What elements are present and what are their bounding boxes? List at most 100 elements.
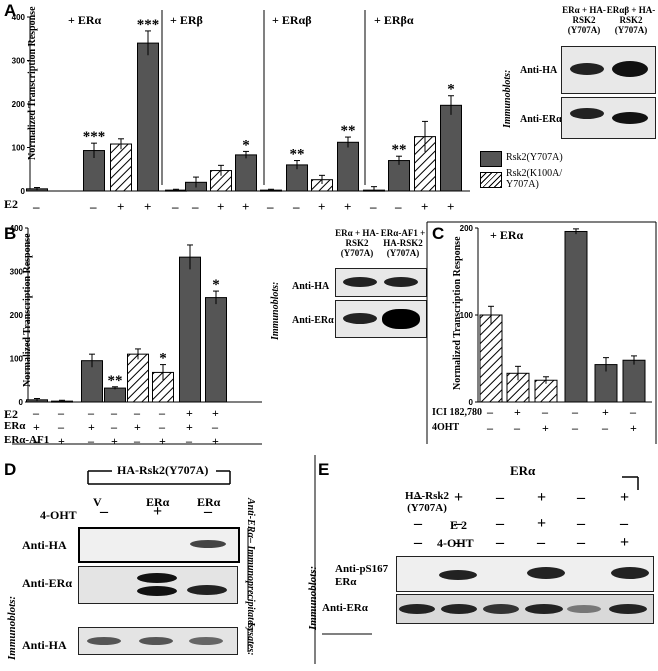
y-tick-label: 400 — [12, 13, 26, 22]
panel-d-4oht-1: – — [100, 503, 108, 520]
y-tick-label: 100 — [12, 144, 26, 153]
panel-e-blot-era — [396, 594, 654, 624]
panel-d-letter: D — [4, 460, 17, 479]
b-af1-cell: + — [111, 434, 118, 448]
y-tick-label: 300 — [10, 268, 24, 277]
e2-row-cell: – — [33, 199, 40, 214]
bar — [479, 314, 503, 403]
blot-band — [483, 604, 519, 614]
panel-d-col-1: V — [93, 495, 102, 509]
c-4oht-cell: + — [630, 421, 637, 435]
c-ici-cell: – — [630, 405, 636, 419]
blot-band — [399, 604, 435, 614]
e-rsk-cell: – — [496, 489, 504, 506]
b-e2-cell: – — [111, 406, 117, 420]
blot-band — [190, 540, 226, 548]
e2-row-cell: + — [217, 199, 225, 214]
b-era-cell: + — [134, 420, 141, 434]
panel-e-blot-ps167 — [396, 556, 654, 592]
e-rsk-cell: + — [620, 489, 630, 506]
e2-row-cell: – — [267, 199, 274, 214]
e2-row-cell: + — [318, 199, 326, 214]
b-af1-cell: – — [33, 434, 39, 448]
significance-mark: ** — [108, 373, 123, 389]
e-rsk-cell: – — [577, 489, 585, 506]
y-tick-label: 0 — [469, 398, 474, 407]
c-4oht-cell: – — [487, 421, 493, 435]
panel-e-row-4oht: 4-OHT — [437, 536, 474, 550]
panel-d-4oht-label: 4-OHT — [40, 508, 77, 522]
b-era-cell: + — [88, 420, 95, 434]
b-era-cell: – — [111, 420, 117, 434]
y-tick-label: 400 — [10, 224, 24, 233]
panel-b-row-af1: ERα-AF1 — [4, 434, 50, 446]
b-e2-cell: – — [88, 406, 94, 420]
e2-row-cell: + — [447, 199, 455, 214]
e2-row-cell: + — [117, 199, 125, 214]
panel-a-e2-label: E2 — [4, 197, 19, 211]
b-af1-cell: + — [58, 434, 65, 448]
e-rsk-cell: + — [537, 489, 547, 506]
e2-row-cell: – — [370, 199, 377, 214]
e-e2-cell: – — [454, 515, 462, 532]
panel-c-group: + ERα — [490, 228, 524, 242]
blot-band — [609, 604, 647, 614]
panel-d-header: HA-Rsk2(Y707A) — [117, 463, 209, 477]
blot-band — [187, 585, 227, 595]
legend-swatch-hatch — [480, 172, 502, 188]
b-af1-cell: + — [212, 434, 219, 448]
significance-mark: ** — [392, 142, 407, 158]
bar — [440, 104, 462, 192]
e-e2-cell: + — [537, 515, 547, 532]
panel-c-row-ici: ICI 182,780 — [432, 407, 483, 418]
blot-band — [612, 61, 648, 77]
legend-label-1: Rsk2(Y707A) — [506, 152, 563, 163]
y-tick-label: 0 — [21, 187, 26, 196]
e-e2-cell: – — [577, 515, 585, 532]
e2-row-cell: – — [293, 199, 300, 214]
panel-b-row-era: ERα — [4, 420, 26, 432]
legend-swatch-dark — [480, 151, 502, 167]
b-e2-cell: – — [58, 406, 64, 420]
bar — [205, 297, 227, 403]
b-e2-cell: – — [33, 406, 39, 420]
e-rsk-cell: – — [414, 489, 422, 506]
blot-band — [343, 277, 377, 287]
blot-band — [570, 108, 604, 119]
significance-mark: *** — [137, 17, 160, 33]
blot-band — [137, 573, 177, 583]
e2-row-cell: – — [192, 199, 199, 214]
significance-mark: ** — [290, 147, 305, 163]
panel-a-letter: A — [4, 1, 17, 20]
panel-b-blot-era — [335, 300, 427, 338]
panel-d-4oht-3: – — [204, 503, 212, 520]
panel-d-4oht-2: + — [153, 503, 163, 520]
panel-a-group-2: + ERβ — [170, 13, 203, 27]
blot-band — [525, 604, 563, 614]
panel-a-group-1: + ERα — [68, 13, 102, 27]
significance-mark: ** — [341, 123, 356, 139]
panel-a-group-4: + ERβα — [374, 13, 414, 27]
c-ici-cell: – — [572, 405, 578, 419]
e-4oht-cell: – — [454, 534, 462, 551]
e-4oht-cell: – — [577, 534, 585, 551]
panel-b-blot-row-2: Anti-ERα — [292, 315, 334, 326]
blot-band — [527, 567, 565, 579]
y-tick-label: 300 — [12, 57, 26, 66]
panel-e-row-e2: E 2 — [450, 518, 468, 532]
panel-d-row-1: Anti-HA — [22, 538, 67, 552]
panel-d-row-3: Anti-HA — [22, 638, 67, 652]
significance-mark: * — [159, 351, 167, 367]
y-tick-label: 100 — [10, 355, 24, 364]
b-af1-cell: – — [88, 434, 94, 448]
e-4oht-cell: – — [414, 534, 422, 551]
bar — [388, 160, 410, 192]
y-tick-label: 200 — [460, 224, 474, 233]
significance-mark: *** — [83, 129, 106, 145]
panel-e-row-rsk: HA-Rsk2 (Y707A) — [404, 490, 449, 514]
b-af1-cell: – — [186, 434, 192, 448]
c-4oht-cell: – — [572, 421, 578, 435]
c-ici-cell: + — [602, 405, 609, 419]
blot-band — [611, 567, 649, 579]
